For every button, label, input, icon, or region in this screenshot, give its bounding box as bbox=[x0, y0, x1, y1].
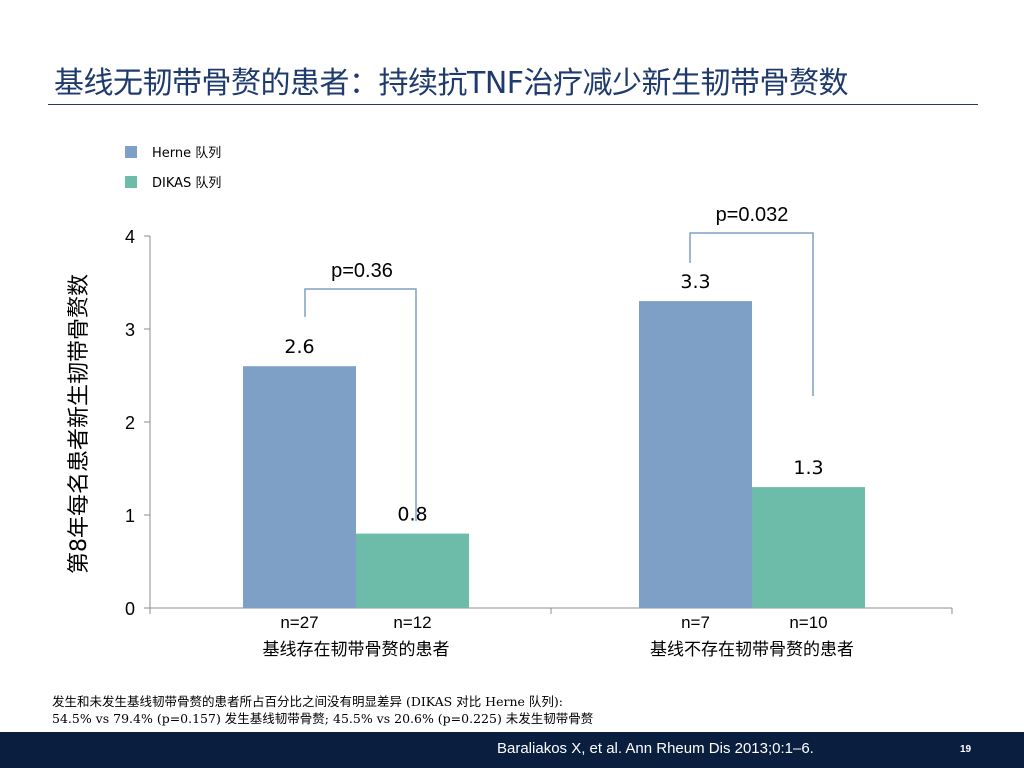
bar bbox=[752, 487, 865, 608]
p-value-label: p=0.36 bbox=[331, 260, 393, 282]
y-tick-label: 4 bbox=[125, 227, 135, 247]
footnote: 发生和未发生基线韧带骨赘的患者所占百分比之间没有明显差异 (DIKAS 对比 H… bbox=[52, 693, 952, 727]
bar bbox=[243, 366, 356, 608]
n-label: n=10 bbox=[789, 613, 827, 632]
footnote-line-1: 发生和未发生基线韧带骨赘的患者所占百分比之间没有明显差异 (DIKAS 对比 H… bbox=[52, 694, 563, 709]
bar-chart: 第8年每名患者新生韧带骨赘数 0 1 2 3 4 2.6 n=27 3.3 n=7 0.8 n=12 1… bbox=[67, 146, 953, 660]
footer-bar bbox=[0, 732, 1024, 768]
title-divider bbox=[48, 104, 978, 105]
data-label: 3.3 bbox=[680, 271, 710, 293]
y-tick-label: 1 bbox=[125, 506, 135, 526]
page-number: 19 bbox=[960, 744, 972, 755]
y-axis-label: 第8年每名患者新生韧带骨赘数 bbox=[67, 274, 92, 574]
n-label: n=7 bbox=[681, 613, 710, 632]
bar bbox=[639, 301, 752, 608]
n-label: n=27 bbox=[280, 613, 318, 632]
bar bbox=[356, 533, 469, 608]
data-label: 0.8 bbox=[397, 504, 427, 526]
footnote-line-2: 54.5% vs 79.4% (p=0.157) 发生基线韧带骨赘; 45.5%… bbox=[52, 711, 594, 726]
legend-label: Herne 队列 bbox=[152, 146, 221, 161]
data-label: 1.3 bbox=[793, 457, 823, 479]
legend-swatch bbox=[125, 146, 137, 158]
y-tick-label: 2 bbox=[125, 413, 135, 433]
data-label: 2.6 bbox=[284, 336, 314, 358]
y-tick-label: 3 bbox=[125, 320, 135, 340]
legend-label: DIKAS 队列 bbox=[152, 176, 221, 191]
citation: Baraliakos X, et al. Ann Rheum Dis 2013;… bbox=[497, 740, 814, 757]
legend-swatch bbox=[125, 176, 137, 188]
category-label: 基线不存在韧带骨赘的患者 bbox=[650, 640, 854, 660]
slide-title: 基线无韧带骨赘的患者：持续抗TNF治疗减少新生韧带骨赘数 bbox=[54, 66, 849, 101]
p-value-label: p=0.032 bbox=[716, 204, 789, 226]
y-tick-label: 0 bbox=[125, 599, 135, 619]
comparison-bracket bbox=[689, 232, 814, 396]
comparison-bracket bbox=[304, 288, 417, 521]
n-label: n=12 bbox=[393, 613, 431, 632]
category-label: 基线存在韧带骨赘的患者 bbox=[263, 640, 450, 660]
